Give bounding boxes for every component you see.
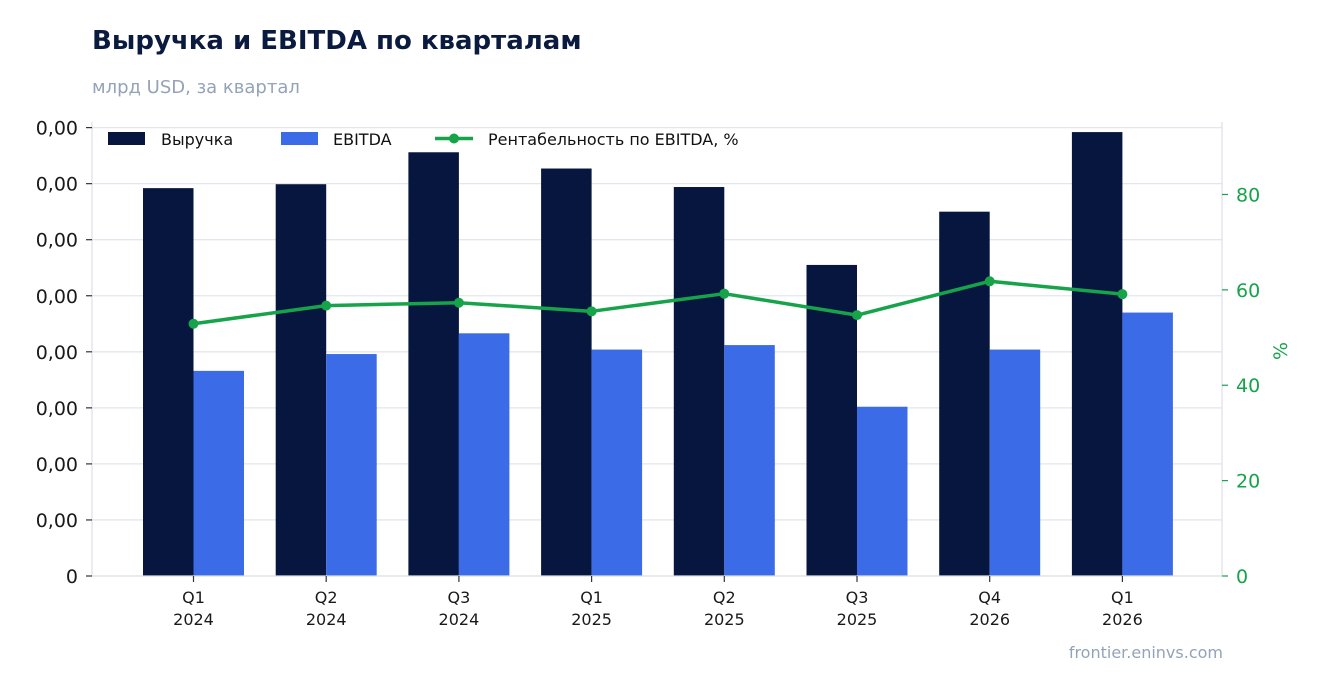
margin-point [586, 306, 597, 317]
margin-point [321, 300, 332, 311]
ebitda-bar [857, 406, 908, 576]
x-tick-label: 2025 [571, 610, 612, 629]
revenue-bar [939, 211, 990, 576]
legend-label-revenue: Выручка [161, 130, 233, 149]
revenue-bar [673, 187, 725, 577]
left-tick-label: 0,00 [36, 454, 78, 476]
legend-swatch-revenue [108, 132, 145, 145]
x-tick-label: 2024 [439, 610, 480, 629]
margin-line-group [188, 276, 1128, 329]
x-tick-label: Q3 [448, 588, 471, 607]
legend-label-margin: Рентабельность по EBITDA, % [488, 130, 739, 149]
margin-point [188, 318, 199, 329]
ebitda-bar [989, 349, 1041, 576]
x-tick-label: Q1 [1111, 588, 1134, 607]
ebitda-bar [724, 345, 775, 576]
x-tick-label: 2026 [1102, 610, 1143, 629]
revenue-bar [1071, 132, 1123, 577]
left-tick-label: 0,00 [36, 286, 78, 308]
ebitda-bar [193, 370, 244, 576]
x-tick-label: Q1 [182, 588, 205, 607]
margin-point [719, 288, 730, 299]
ebitda-bar [1122, 312, 1173, 576]
right-tick-label: 40 [1236, 375, 1260, 397]
x-tick-label: 2025 [704, 610, 745, 629]
margin-line [193, 279, 1123, 326]
x-tick-label: 2026 [969, 610, 1010, 629]
left-tick-label: 0,00 [36, 230, 78, 252]
revenue-bar [806, 264, 857, 576]
right-tick-label: 0 [1236, 566, 1248, 588]
legend: Выручка EBITDA Рентабельность по EBITDA, % [108, 130, 739, 149]
x-tick-label: Q1 [580, 588, 603, 607]
x-tick-label: Q4 [978, 588, 1001, 607]
ebitda-bar [591, 349, 643, 576]
margin-point [453, 297, 464, 308]
revenue-bar [541, 168, 592, 576]
chart-title: Выручка и EBITDA по кварталам [92, 26, 582, 56]
x-tick-label: Q2 [713, 588, 736, 607]
axes: 0 0,00 0,00 0,00 0,00 0,00 0,00 0,00 0,00 0 20 40 60… [36, 118, 1292, 629]
grid-lines [92, 126, 1222, 577]
right-axis-label: % [1270, 342, 1292, 360]
margin-point [984, 276, 995, 287]
x-tick-label: 2025 [837, 610, 878, 629]
chart-subtitle: млрд USD, за квартал [92, 77, 300, 98]
x-tick-label: Q3 [846, 588, 869, 607]
left-tick-label: 0,00 [36, 342, 78, 364]
left-tick-label: 0,00 [36, 174, 78, 196]
right-tick-label: 80 [1236, 184, 1260, 206]
revenue-bar [275, 184, 327, 576]
ebitda-bar [458, 333, 510, 576]
bars-group [143, 132, 1173, 577]
x-tick-label: 2024 [173, 610, 214, 629]
left-tick-label: 0,00 [36, 510, 78, 532]
x-tick-label: 2024 [306, 610, 347, 629]
legend-label-ebitda: EBITDA [333, 130, 392, 149]
margin-point [1117, 289, 1128, 300]
right-tick-label: 20 [1236, 471, 1260, 493]
left-tick-label: 0,00 [36, 118, 78, 140]
left-tick-label: 0 [66, 566, 78, 588]
ebitda-bar [326, 354, 377, 576]
margin-point [852, 310, 862, 321]
source-credit: frontier.eninvs.com [1068, 643, 1223, 662]
legend-swatch-ebitda [281, 132, 318, 145]
left-tick-label: 0,00 [36, 398, 78, 420]
revenue-bar [143, 188, 194, 576]
legend-marker-margin [449, 133, 459, 144]
right-tick-label: 60 [1236, 280, 1260, 302]
revenue-bar [408, 152, 459, 576]
x-tick-label: Q2 [315, 588, 338, 607]
